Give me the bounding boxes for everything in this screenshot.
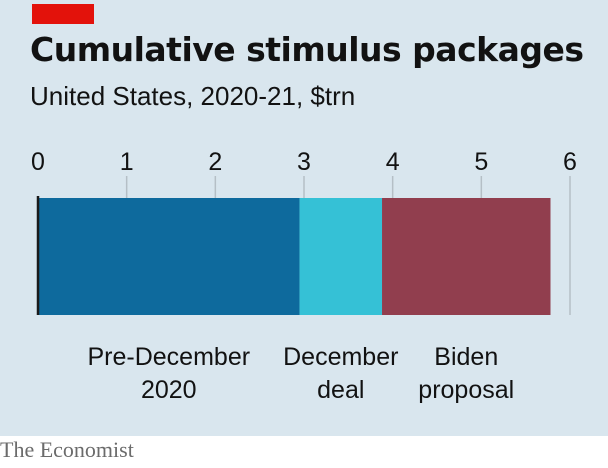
bar-segments (36, 196, 551, 315)
source-credit: The Economist (0, 437, 134, 462)
stacked-bar-chart: 0 1 2 3 4 5 6 Pre-December 2020 December deal Bide… (31, 148, 577, 404)
segment-labels: Pre-December 2020 December deal Biden proposa… (88, 343, 515, 404)
brand-tag (32, 4, 94, 24)
bar-segment (382, 198, 551, 315)
x-tick-label: 5 (474, 148, 488, 176)
segment-label: Biden proposal (418, 343, 514, 404)
segment-label: Pre-December 2020 (88, 343, 251, 404)
segment-label: December deal (283, 343, 398, 404)
bar-segment (299, 198, 383, 315)
x-tick-label: 0 (31, 148, 45, 176)
x-tick-label: 4 (386, 148, 400, 176)
chart-subtitle: United States, 2020-21, $trn (30, 81, 356, 111)
x-axis-tick-labels: 0 1 2 3 4 5 6 (31, 148, 577, 176)
x-tick-label: 6 (563, 148, 577, 176)
x-tick-label: 1 (120, 148, 134, 176)
x-tick-label: 2 (208, 148, 222, 176)
chart-title: Cumulative stimulus packages (30, 30, 584, 69)
bar-segment (38, 198, 300, 315)
x-tick-label: 3 (297, 148, 311, 176)
